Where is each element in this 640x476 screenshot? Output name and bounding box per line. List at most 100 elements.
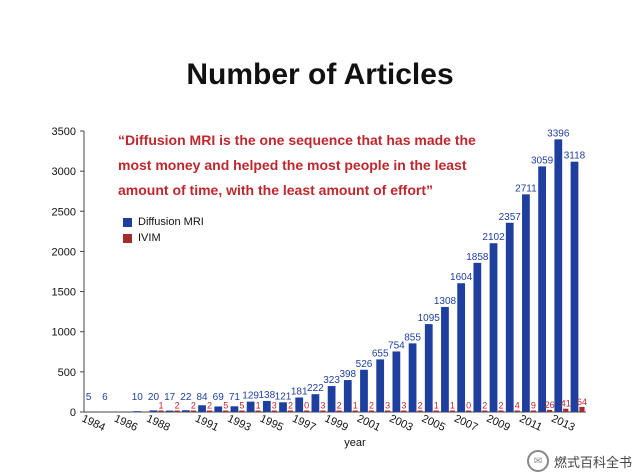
bar-diffusion-mri (343, 380, 352, 412)
data-label-ivim: 3 (401, 401, 406, 411)
y-tick-label: 0 (70, 407, 76, 419)
bar-ivim (239, 410, 245, 412)
bar-diffusion-mri (489, 243, 498, 412)
quote-text: “Diffusion MRI is the one sequence that … (118, 128, 498, 203)
data-label-diffusion-mri: 323 (323, 375, 340, 386)
data-label-diffusion-mri: 1604 (450, 272, 473, 283)
y-tick-label: 3000 (52, 166, 76, 178)
bar-diffusion-mri (554, 139, 563, 412)
x-tick-label: 1984 (80, 413, 107, 434)
x-tick-label: 2007 (452, 413, 479, 434)
data-label-diffusion-mri: 655 (372, 348, 389, 359)
quote-line: amount of time, with the least amount of… (118, 182, 433, 198)
bar-ivim (336, 410, 342, 412)
bar-diffusion-mri (295, 397, 304, 412)
data-label-ivim: 2 (175, 401, 180, 411)
data-label-diffusion-mri: 84 (196, 392, 208, 403)
data-label-diffusion-mri: 1858 (466, 252, 489, 263)
bar-diffusion-mri (181, 410, 190, 412)
data-label-diffusion-mri: 2711 (515, 183, 537, 194)
bar-diffusion-mri (165, 410, 174, 412)
bar-ivim (352, 410, 358, 412)
chart-bars (84, 139, 585, 412)
y-tick-label: 2000 (52, 246, 76, 258)
x-tick-label: 1993 (225, 413, 252, 434)
bar-ivim (482, 410, 488, 412)
data-label-diffusion-mri: 121 (275, 391, 292, 402)
data-label-diffusion-mri: 6 (102, 392, 108, 403)
data-label-ivim: 2 (337, 401, 342, 411)
data-label-ivim: 2 (207, 401, 212, 411)
data-label-diffusion-mri: 71 (229, 392, 241, 403)
chart-data-labels: 5 6 10 201172222842695715129113831212181022… (86, 128, 587, 410)
x-tick-label: 2009 (485, 413, 512, 434)
bar-ivim (255, 410, 261, 412)
data-label-ivim: 2 (288, 401, 293, 411)
bar-ivim (190, 410, 196, 412)
watermark-text: 燃式百科全书 (553, 454, 632, 470)
legend-item-ivim: IVIM (123, 230, 204, 246)
bar-ivim (466, 410, 472, 412)
legend-item-diffusion: Diffusion MRI (123, 214, 204, 230)
y-tick-label: 2500 (52, 206, 76, 218)
bar-diffusion-mri (149, 410, 158, 412)
bar-ivim (368, 410, 375, 412)
bar-diffusion-mri (360, 369, 368, 412)
data-label-diffusion-mri: 20 (148, 392, 160, 403)
bar-diffusion-mri (214, 406, 223, 412)
data-label-diffusion-mri: 10 (132, 392, 144, 403)
data-label-diffusion-mri: 17 (164, 392, 176, 403)
bar-diffusion-mri (424, 324, 433, 412)
bar-ivim (530, 410, 536, 412)
data-label-diffusion-mri: 754 (388, 340, 405, 351)
data-label-ivim: 9 (531, 401, 536, 411)
bar-ivim (206, 410, 213, 412)
bar-diffusion-mri (230, 406, 239, 412)
bar-diffusion-mri (311, 394, 320, 412)
bar-diffusion-mri (473, 262, 482, 412)
data-label-diffusion-mri: 69 (213, 392, 225, 403)
x-tick-label: 2003 (387, 413, 414, 434)
bar-ivim (287, 410, 294, 412)
data-label-ivim: 0 (466, 401, 471, 411)
bar-diffusion-mri (538, 166, 547, 412)
bar-ivim (320, 410, 326, 412)
x-tick-label: 1997 (290, 413, 317, 434)
data-label-diffusion-mri: 22 (180, 392, 192, 403)
bar-diffusion-mri (522, 194, 530, 412)
data-label-diffusion-mri: 3396 (547, 128, 570, 139)
bar-diffusion-mri (246, 401, 255, 412)
y-tick-label: 1500 (52, 287, 76, 299)
bar-ivim (271, 410, 277, 412)
data-label-ivim: 1 (256, 401, 261, 411)
data-label-diffusion-mri: 1095 (418, 313, 441, 324)
x-tick-label: 1995 (258, 413, 285, 434)
bar-ivim (498, 410, 504, 412)
bar-ivim (433, 410, 439, 412)
data-label-ivim: 1 (158, 401, 163, 411)
data-label-ivim: 2 (369, 401, 374, 411)
data-label-ivim: 3 (320, 401, 325, 411)
x-tick-label: 1991 (193, 413, 220, 434)
bar-diffusion-mri (392, 351, 401, 412)
bar-ivim (514, 410, 520, 412)
data-label-diffusion-mri: 5 (86, 392, 92, 403)
legend-label-diffusion: Diffusion MRI (138, 216, 204, 228)
data-label-ivim: 5 (239, 401, 244, 411)
bar-ivim (385, 410, 391, 412)
data-label-ivim: 41 (561, 399, 571, 409)
data-label-ivim: 3 (385, 401, 390, 411)
bar-ivim (579, 406, 585, 412)
data-label-ivim: 0 (304, 401, 309, 411)
y-tick-label: 3500 (52, 126, 76, 138)
data-label-ivim: 2 (499, 401, 504, 411)
chart-legend: Diffusion MRI IVIM (123, 214, 204, 246)
data-label-diffusion-mri: 526 (356, 359, 373, 370)
data-label-diffusion-mri: 1308 (434, 296, 457, 307)
bar-diffusion-mri (262, 400, 271, 412)
data-label-diffusion-mri: 855 (404, 332, 421, 343)
data-label-diffusion-mri: 2357 (499, 212, 522, 223)
data-label-diffusion-mri: 129 (242, 391, 259, 402)
wechat-icon: ✉ (526, 450, 549, 472)
x-tick-label: 2011 (517, 413, 544, 434)
